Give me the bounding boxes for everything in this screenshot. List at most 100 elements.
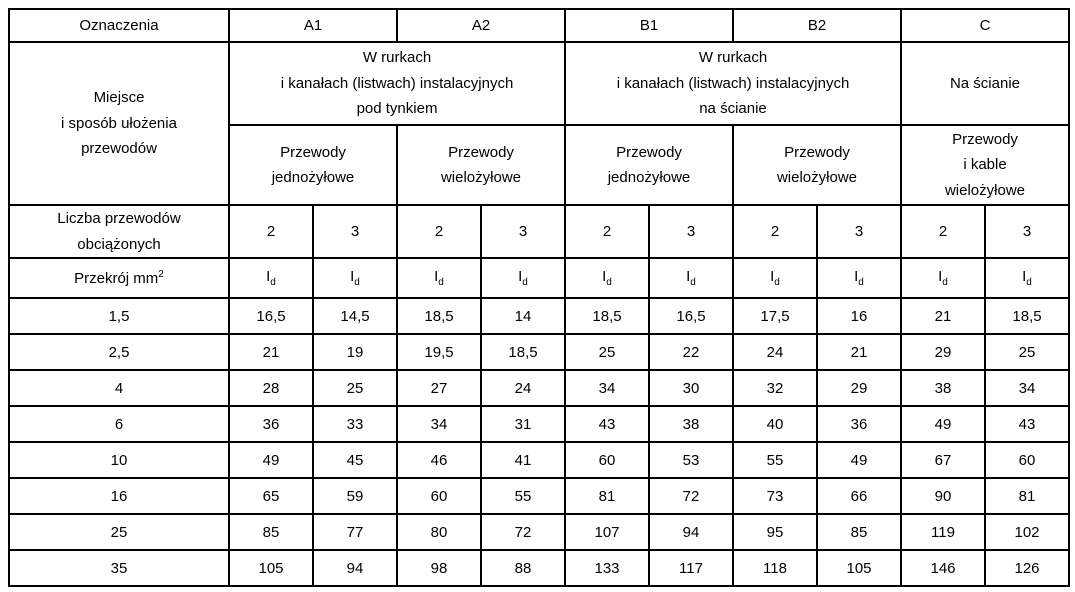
current-symbol-cell: Id — [228, 257, 314, 299]
data-cell: 19 — [312, 333, 398, 371]
data-cell: 21 — [900, 297, 986, 335]
data-cell: 90 — [900, 477, 986, 515]
cross-section-value: 10 — [8, 441, 230, 479]
current-symbol-sub: d — [354, 277, 360, 288]
current-symbol: I — [434, 268, 439, 285]
data-cell: 107 — [564, 513, 650, 551]
data-cell: 126 — [984, 549, 1070, 587]
table-row: 6 36 33 34 31 43 38 40 36 49 43 — [8, 405, 1070, 443]
data-cell: 55 — [732, 441, 818, 479]
data-cell: 53 — [648, 441, 734, 479]
current-symbol-sub: d — [858, 277, 864, 288]
data-cell: 95 — [732, 513, 818, 551]
data-cell: 81 — [564, 477, 650, 515]
group-b-header: W rurkach i kanałach (listwach) instalac… — [564, 41, 902, 126]
data-cell: 49 — [228, 441, 314, 479]
data-cell: 32 — [732, 369, 818, 407]
data-cell: 19,5 — [396, 333, 482, 371]
subgroup-c: Przewody i kable wielożyłowe — [900, 124, 1070, 206]
data-cell: 14,5 — [312, 297, 398, 335]
data-cell: 18,5 — [984, 297, 1070, 335]
data-cell: 49 — [816, 441, 902, 479]
data-cell: 102 — [984, 513, 1070, 551]
subgroup-b1: Przewody jednożyłowe — [564, 124, 734, 206]
cross-section-text: Przekrój mm — [74, 270, 159, 287]
data-cell: 118 — [732, 549, 818, 587]
current-symbol-cell: Id — [312, 257, 398, 299]
data-cell: 21 — [228, 333, 314, 371]
current-symbol: I — [854, 268, 859, 285]
data-cell: 16 — [816, 297, 902, 335]
data-cell: 146 — [900, 549, 986, 587]
data-cell: 60 — [984, 441, 1070, 479]
data-cell: 119 — [900, 513, 986, 551]
data-cell: 18,5 — [480, 333, 566, 371]
current-symbol: I — [938, 268, 943, 285]
data-cell: 43 — [564, 405, 650, 443]
data-cell: 21 — [816, 333, 902, 371]
current-symbol-sub: d — [606, 277, 612, 288]
loaded-count-cell: 3 — [816, 204, 902, 259]
current-symbol: I — [686, 268, 691, 285]
data-cell: 85 — [228, 513, 314, 551]
current-symbol-cell: Id — [900, 257, 986, 299]
cross-section-value: 4 — [8, 369, 230, 407]
current-symbol: I — [518, 268, 523, 285]
group-c-header: Na ścianie — [900, 41, 1070, 126]
current-symbol-cell: Id — [732, 257, 818, 299]
data-cell: 34 — [396, 405, 482, 443]
cross-section-value: 25 — [8, 513, 230, 551]
subgroup-a1: Przewody jednożyłowe — [228, 124, 398, 206]
current-symbol-cell: Id — [984, 257, 1070, 299]
place-label: Miejsce i sposób ułożenia przewodów — [8, 41, 230, 206]
cross-section-value: 2,5 — [8, 333, 230, 371]
data-cell: 25 — [984, 333, 1070, 371]
data-cell: 72 — [480, 513, 566, 551]
cross-section-value: 6 — [8, 405, 230, 443]
designations-label: Oznaczenia — [8, 8, 230, 43]
current-symbol-cell: Id — [480, 257, 566, 299]
data-cell: 33 — [312, 405, 398, 443]
current-symbol-sub: d — [690, 277, 696, 288]
cross-section-value: 16 — [8, 477, 230, 515]
data-cell: 27 — [396, 369, 482, 407]
data-cell: 34 — [984, 369, 1070, 407]
group-a-header: W rurkach i kanałach (listwach) instalac… — [228, 41, 566, 126]
data-cell: 105 — [228, 549, 314, 587]
table-row: 1,5 16,5 14,5 18,5 14 18,5 16,5 17,5 16 … — [8, 297, 1070, 335]
conductor-type-row: Przewody jednożyłowe Przewody wielożyłow… — [9, 124, 1070, 206]
current-symbol-sub: d — [438, 277, 444, 288]
current-symbol-cell: Id — [816, 257, 902, 299]
current-symbol: I — [350, 268, 355, 285]
table-row: 10 49 45 46 41 60 53 55 49 67 60 — [8, 441, 1070, 479]
data-cell: 80 — [396, 513, 482, 551]
data-cell: 49 — [900, 405, 986, 443]
loaded-count-cell: 2 — [228, 204, 314, 259]
data-cell: 24 — [480, 369, 566, 407]
data-cell: 34 — [564, 369, 650, 407]
data-cell: 133 — [564, 549, 650, 587]
data-cell: 45 — [312, 441, 398, 479]
data-cell: 65 — [228, 477, 314, 515]
loaded-count-cell: 2 — [396, 204, 482, 259]
data-cell: 25 — [312, 369, 398, 407]
loaded-count-cell: 2 — [732, 204, 818, 259]
designation-b1: B1 — [564, 8, 734, 43]
loaded-count-cell: 3 — [648, 204, 734, 259]
data-cell: 94 — [312, 549, 398, 587]
cross-section-value: 1,5 — [8, 297, 230, 335]
data-cell: 30 — [648, 369, 734, 407]
current-symbol: I — [770, 268, 775, 285]
data-cell: 24 — [732, 333, 818, 371]
current-symbol-cell: Id — [648, 257, 734, 299]
designation-a2: A2 — [396, 8, 566, 43]
cross-section-label: Przekrój mm2 — [8, 257, 230, 299]
loaded-count-cell: 2 — [900, 204, 986, 259]
subgroup-a2: Przewody wielożyłowe — [396, 124, 566, 206]
data-cell: 105 — [816, 549, 902, 587]
data-cell: 25 — [564, 333, 650, 371]
loaded-conductors-label: Liczba przewodów obciążonych — [8, 204, 230, 259]
data-cell: 36 — [816, 405, 902, 443]
data-cell: 85 — [816, 513, 902, 551]
